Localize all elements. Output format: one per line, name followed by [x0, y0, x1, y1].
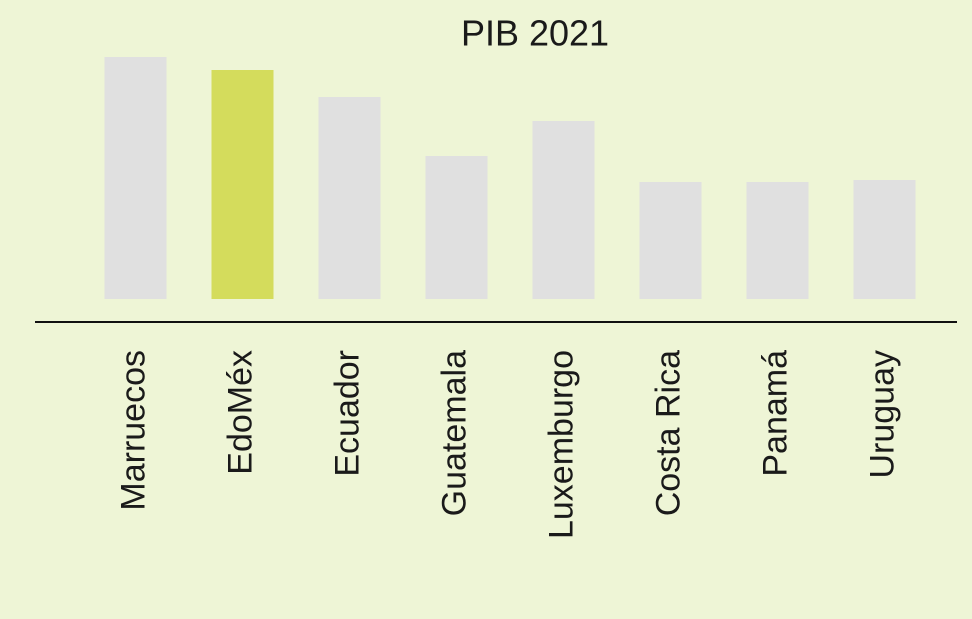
- x-tick-label: EdoMéx: [221, 350, 259, 475]
- x-tick-label: Costa Rica: [649, 350, 687, 516]
- x-tick-label: Marruecos: [114, 350, 152, 511]
- bar: [104, 57, 167, 299]
- x-tick-label: Guatemala: [435, 350, 473, 516]
- bar: [853, 180, 916, 299]
- chart-title: PIB 2021: [461, 13, 609, 54]
- bar: [211, 70, 274, 299]
- bar: [318, 97, 381, 299]
- bar: [639, 182, 702, 299]
- x-tick-label: Panamá: [756, 350, 794, 477]
- bar: [532, 121, 595, 299]
- bar: [746, 182, 809, 299]
- x-tick-label: Ecuador: [328, 350, 366, 477]
- x-tick-label: Luxemburgo: [542, 350, 580, 539]
- bar: [425, 156, 488, 299]
- x-tick-label: Uruguay: [863, 350, 901, 479]
